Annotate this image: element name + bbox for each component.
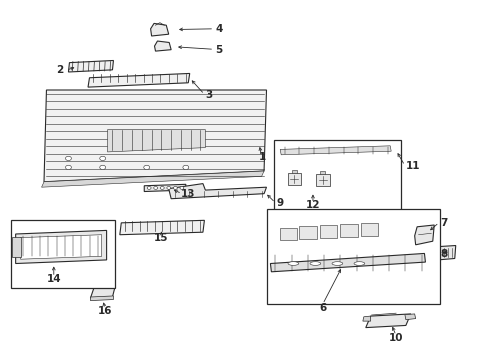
Text: 4: 4: [215, 24, 222, 34]
Polygon shape: [287, 173, 301, 185]
Circle shape: [183, 165, 188, 170]
Polygon shape: [404, 314, 415, 320]
Polygon shape: [319, 171, 325, 174]
Text: 11: 11: [405, 161, 420, 171]
Text: 7: 7: [439, 218, 447, 228]
Polygon shape: [315, 174, 329, 186]
Polygon shape: [280, 146, 390, 155]
Text: 2: 2: [56, 65, 63, 75]
Circle shape: [100, 156, 105, 161]
Ellipse shape: [309, 262, 320, 265]
Polygon shape: [340, 224, 357, 237]
Polygon shape: [120, 220, 204, 235]
Text: 13: 13: [181, 189, 195, 199]
Polygon shape: [16, 230, 106, 264]
Text: 5: 5: [215, 45, 222, 55]
Text: 1: 1: [259, 152, 266, 162]
Bar: [273, 140, 400, 211]
Polygon shape: [437, 246, 455, 260]
Polygon shape: [12, 237, 20, 257]
Polygon shape: [279, 228, 297, 240]
Circle shape: [166, 186, 170, 189]
Text: 14: 14: [46, 274, 61, 284]
Circle shape: [65, 165, 71, 170]
Circle shape: [153, 186, 157, 189]
Text: 3: 3: [205, 90, 212, 100]
Text: 9: 9: [276, 198, 283, 208]
Polygon shape: [360, 223, 378, 236]
Polygon shape: [90, 296, 113, 301]
Polygon shape: [88, 73, 189, 87]
Text: 15: 15: [154, 233, 168, 243]
Circle shape: [173, 186, 177, 189]
Polygon shape: [150, 23, 168, 36]
Polygon shape: [68, 60, 113, 72]
Polygon shape: [291, 170, 297, 173]
Polygon shape: [144, 184, 185, 192]
Circle shape: [160, 186, 164, 189]
Polygon shape: [365, 314, 410, 328]
Ellipse shape: [331, 262, 342, 265]
Polygon shape: [20, 235, 102, 259]
Circle shape: [65, 156, 71, 161]
Text: 10: 10: [388, 333, 403, 343]
Circle shape: [100, 165, 105, 170]
Text: 12: 12: [305, 200, 320, 210]
Polygon shape: [168, 184, 266, 199]
Polygon shape: [270, 253, 425, 272]
Polygon shape: [107, 130, 205, 152]
Bar: [266, 209, 439, 304]
Circle shape: [147, 186, 151, 189]
Text: 16: 16: [98, 306, 112, 316]
Text: 6: 6: [319, 303, 325, 313]
Text: 8: 8: [439, 249, 447, 259]
Polygon shape: [41, 171, 264, 187]
Polygon shape: [154, 41, 171, 51]
Polygon shape: [319, 225, 337, 238]
Circle shape: [180, 186, 183, 189]
Polygon shape: [44, 90, 266, 182]
Bar: [11, 220, 115, 288]
Ellipse shape: [353, 262, 364, 265]
Polygon shape: [414, 225, 433, 245]
Polygon shape: [299, 226, 316, 239]
Ellipse shape: [287, 262, 298, 265]
Polygon shape: [362, 316, 370, 321]
Polygon shape: [90, 282, 115, 298]
Circle shape: [143, 165, 149, 170]
